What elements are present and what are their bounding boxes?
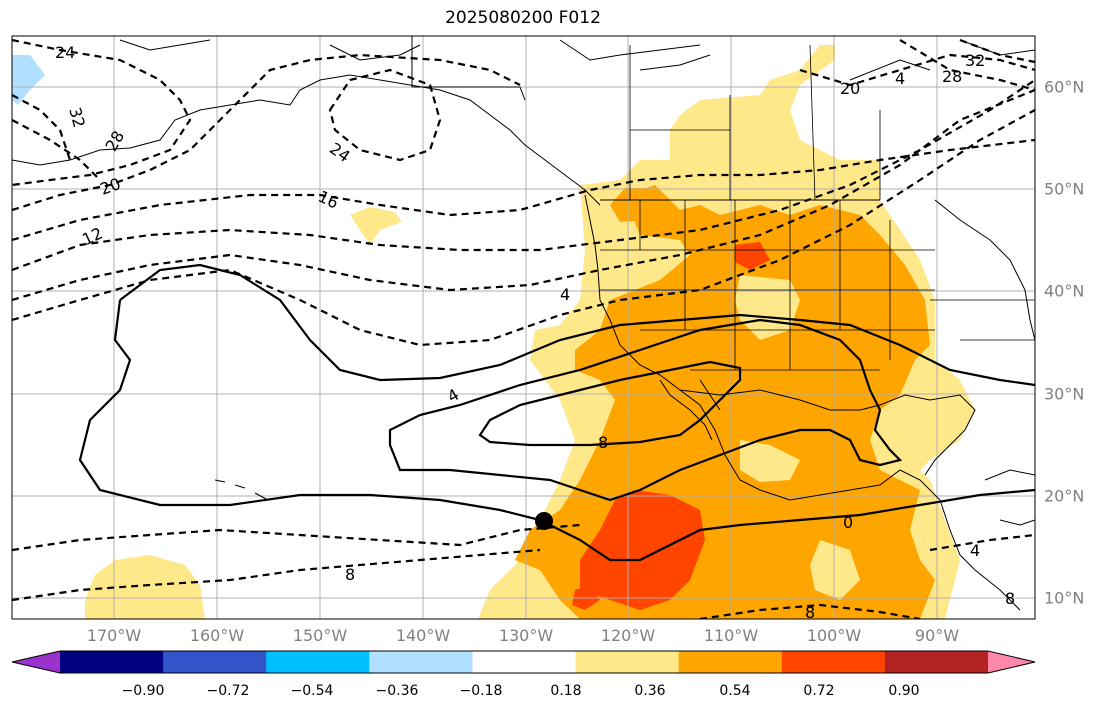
contour-neg-24-loop	[328, 68, 442, 162]
contours-solid	[78, 263, 1035, 562]
colorbar-cell	[266, 651, 370, 673]
colorbar	[11, 650, 1036, 674]
shade-yellow-hole2	[810, 540, 860, 600]
colorbar-cell	[678, 651, 783, 673]
coastline-arctic	[119, 39, 1035, 81]
shade-blue-corner	[12, 55, 45, 105]
lat-tick-label: 60°N	[1044, 77, 1085, 97]
contour-label: 20	[840, 79, 860, 98]
colorbar-cell	[472, 651, 577, 673]
lat-tick-label: 30°N	[1044, 384, 1085, 404]
contour-label: 8	[598, 433, 608, 452]
contours-dashed	[12, 38, 1035, 619]
shade-red-west	[735, 242, 770, 270]
colorbar-tick-label: 0.72	[803, 683, 835, 699]
shade-orange-north	[610, 188, 660, 222]
contour-label: 32	[965, 51, 985, 70]
colorbar-tick-label: 0.18	[550, 683, 582, 699]
coastline-eastcoast	[934, 199, 1035, 341]
shade-yellow-southwest	[85, 555, 205, 619]
contour-neg-4-south	[12, 523, 581, 552]
coastline-baja	[659, 379, 721, 441]
contour-neg-4-east	[929, 533, 1035, 552]
lon-tick-label: 110°W	[703, 626, 759, 645]
map-layers: 24 32 28 20 12 24 16 20 4 28 32 4 4 8 0 …	[12, 36, 1035, 622]
colorbar-tick-label: −0.90	[121, 683, 165, 699]
colorbar-tick-label: 0.90	[888, 683, 920, 699]
contour-neg-32-ne	[959, 38, 1035, 64]
contour-label: 32	[65, 105, 89, 130]
colorbar-tick-label: −0.36	[375, 683, 419, 699]
colorbar-cells	[60, 651, 989, 673]
lon-tick-label: 140°W	[395, 626, 451, 645]
colorbar-cell	[60, 651, 164, 673]
contour-label: 4	[970, 541, 980, 560]
colorbar-cell	[575, 651, 680, 673]
us-mexico-border	[679, 389, 860, 411]
contour-neg-4-upper	[12, 109, 1035, 347]
colorbar-extend-high	[988, 651, 1035, 673]
contour-neg-28-ne	[899, 39, 1035, 92]
lat-tick-label: 50°N	[1044, 179, 1085, 199]
canada-provinces	[629, 44, 881, 201]
colorbar-tick-label: 0.54	[719, 683, 751, 699]
shade-yellow-hole	[740, 440, 800, 482]
coastline-alaska	[12, 74, 601, 206]
map-frame	[11, 35, 1036, 620]
lon-tick-label: 90°W	[914, 626, 960, 645]
contour-label: 0	[843, 513, 853, 532]
lat-tick-label: 40°N	[1044, 281, 1085, 301]
contour-label: 8	[345, 565, 355, 584]
coastlines	[12, 36, 1035, 611]
colorbar-extend-low	[12, 651, 60, 673]
lon-tick-label: 160°W	[189, 626, 245, 645]
lat-tick-label: 10°N	[1044, 588, 1085, 608]
lon-tick-label: 130°W	[498, 626, 554, 645]
contour-neg-8	[12, 88, 1035, 302]
colorbar-tick-label: −0.18	[459, 683, 503, 699]
state-borders	[600, 200, 1035, 371]
contour-4	[388, 318, 903, 502]
contour-label: 8	[805, 603, 815, 622]
colorbar-cell	[369, 651, 473, 673]
contour-neg-12	[12, 79, 1035, 272]
contour-neg-24-north	[12, 38, 192, 187]
contour-label: 24	[55, 43, 75, 62]
colorbar-tick-label: −0.54	[290, 683, 334, 699]
colorbar-tick-label: −0.72	[206, 683, 250, 699]
contour-neg-16	[12, 138, 1035, 242]
shade-yellow-pacific-small	[350, 207, 402, 245]
alaska-border	[411, 36, 526, 101]
graticule	[12, 36, 1035, 619]
map-title: 2025080200 F012	[445, 8, 601, 28]
contour-neg-8-south	[12, 548, 541, 602]
contour-neg-28-west	[12, 119, 101, 181]
contour-neg-20	[12, 53, 521, 212]
contour-label: 4	[560, 285, 570, 304]
colorbar-outline	[11, 650, 1036, 674]
contour-label: 8	[1005, 589, 1015, 608]
contour-0-loop	[78, 263, 1035, 562]
contour-neg-8-southeast	[699, 603, 921, 619]
contour-label: 28	[942, 67, 962, 86]
storm-center-dot	[535, 512, 553, 530]
colorbar-tick-label: 0.36	[634, 683, 666, 699]
colorbar-cell	[163, 651, 267, 673]
lon-tick-label: 150°W	[292, 626, 348, 645]
contour-neg-32-west	[12, 94, 72, 161]
lon-tick-label: 100°W	[806, 626, 862, 645]
coastline-gulf	[859, 394, 976, 476]
lat-tick-label: 20°N	[1044, 486, 1085, 506]
coastline-caribbean	[984, 469, 1035, 526]
colorbar-cell	[884, 651, 989, 673]
lon-tick-label: 170°W	[86, 626, 142, 645]
colorbar-cell	[781, 651, 886, 673]
shade-red-center	[580, 490, 705, 610]
lon-tick-label: 120°W	[600, 626, 656, 645]
contour-8	[478, 360, 742, 447]
contour-label: 4	[895, 69, 905, 88]
coastline-westcoast	[584, 194, 1021, 611]
